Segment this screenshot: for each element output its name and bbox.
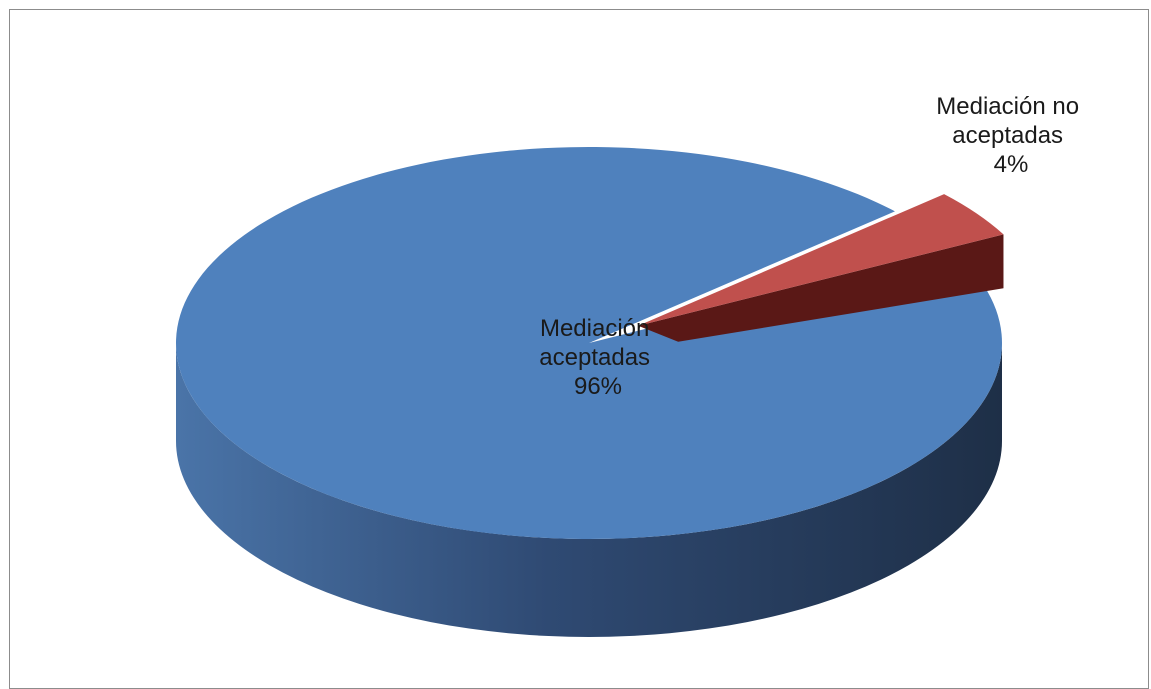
label-aceptadas-line2: aceptadas [539, 344, 650, 371]
label-aceptadas-percent: 96% [574, 373, 622, 400]
label-no-aceptadas-percent: 4% [994, 151, 1029, 178]
pie-chart: Mediación aceptadas 96% Mediación no ace… [176, 93, 1085, 637]
label-aceptadas-line1: Mediación [540, 315, 649, 342]
slice-mediacion-aceptadas-side [176, 343, 1002, 637]
slice-mediacion-aceptadas [176, 146, 1003, 539]
label-mediacion-aceptadas: Mediación aceptadas 96% [539, 315, 656, 400]
slice-mediacion-no-aceptadas-side [638, 234, 1004, 342]
label-no-aceptadas-line2: aceptadas [952, 122, 1063, 149]
slice-mediacion-no-aceptadas [638, 194, 1004, 326]
label-no-aceptadas-line1: Mediación no [936, 93, 1079, 120]
label-mediacion-no-aceptadas: Mediación no aceptadas 4% [936, 93, 1085, 178]
